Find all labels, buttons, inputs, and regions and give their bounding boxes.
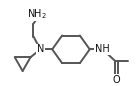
Text: O: O — [113, 75, 120, 85]
Text: N: N — [37, 44, 44, 54]
Text: NH: NH — [95, 44, 110, 54]
Text: NH$_2$: NH$_2$ — [27, 7, 47, 21]
